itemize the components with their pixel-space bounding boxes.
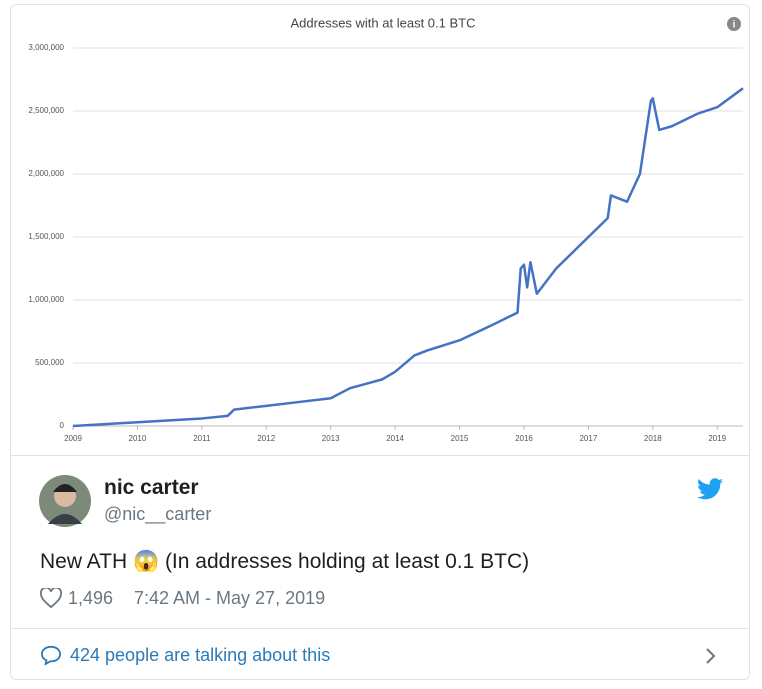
y-tick-label: 500,000 xyxy=(35,358,64,367)
divider xyxy=(10,455,750,456)
chevron[interactable] xyxy=(704,646,718,666)
author-name[interactable]: nic carter xyxy=(104,476,199,499)
like-count[interactable]: 1,496 xyxy=(68,588,114,608)
x-tick-label: 2016 xyxy=(515,434,533,443)
chart: Addresses with at least 0.1 BTC i 0 500,0… xyxy=(28,15,744,443)
x-tick-label: 2010 xyxy=(129,434,147,443)
talking-link[interactable]: 424 people are talking about this xyxy=(70,645,331,665)
reply-icon[interactable] xyxy=(40,645,62,665)
x-tick-label: 2009 xyxy=(64,434,82,443)
divider xyxy=(10,628,750,629)
x-tick-label: 2012 xyxy=(257,434,275,443)
like-icon[interactable] xyxy=(40,588,62,608)
x-tick-label: 2017 xyxy=(579,434,597,443)
chart-title: Addresses with at least 0.1 BTC xyxy=(291,15,476,30)
y-tick-label: 3,000,000 xyxy=(28,43,64,52)
y-tick-label: 0 xyxy=(60,421,65,430)
data-line xyxy=(72,87,744,428)
info-icon-glyph: i xyxy=(733,20,736,31)
timestamp[interactable]: 7:42 AM - May 27, 2019 xyxy=(134,588,326,608)
x-tick-label: 2011 xyxy=(193,434,211,443)
x-tick-label: 2013 xyxy=(322,434,340,443)
x-tick-label: 2019 xyxy=(708,434,726,443)
info-icon[interactable] xyxy=(727,17,741,31)
twitter-logo[interactable] xyxy=(697,478,723,500)
x-tick-label: 2014 xyxy=(386,434,404,443)
y-tick-label: 1,500,000 xyxy=(28,232,64,241)
author-handle[interactable]: @nic__carter xyxy=(104,504,212,524)
tweet-card[interactable] xyxy=(10,4,750,680)
y-tick-label: 1,000,000 xyxy=(28,295,64,304)
y-tick-label: 2,000,000 xyxy=(28,169,64,178)
avatar[interactable] xyxy=(38,474,92,528)
y-tick-label: 2,500,000 xyxy=(28,106,64,115)
x-tick-label: 2015 xyxy=(451,434,469,443)
tweet-text: New ATH 😱 (In addresses holding at least… xyxy=(40,550,530,573)
x-tick-label: 2018 xyxy=(644,434,662,443)
